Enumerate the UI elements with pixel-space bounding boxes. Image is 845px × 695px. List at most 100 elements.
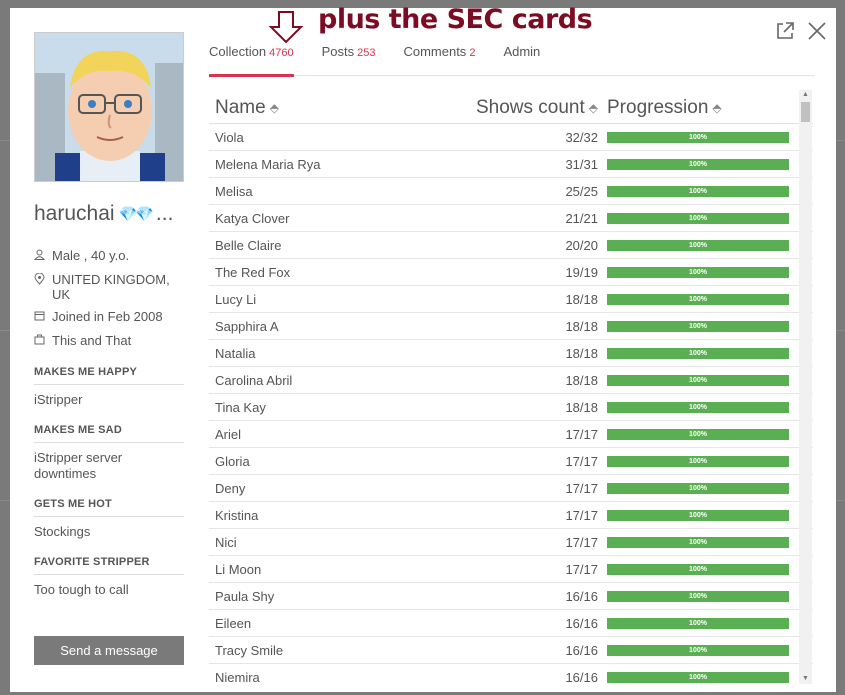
username-ellipsis: ...	[155, 202, 174, 225]
table-row[interactable]: Paula Shy 16/16 100%	[209, 583, 813, 610]
shows-count: 18/18	[565, 318, 598, 334]
model-name: Carolina Abril	[215, 372, 293, 388]
progress-bar: 100%	[607, 185, 789, 197]
model-name: Nici	[215, 534, 237, 550]
shows-count: 16/16	[565, 588, 598, 604]
tab-admin[interactable]: Admin	[503, 38, 540, 76]
scroll-thumb[interactable]	[801, 102, 810, 122]
column-header-label: Shows count	[475, 97, 585, 118]
column-header-shows[interactable]: Shows count ⬘	[464, 97, 598, 119]
progress-fill	[607, 131, 789, 143]
gets-me-hot-title: GETS ME HOT	[34, 498, 184, 517]
progression-cell: 100%	[598, 671, 790, 683]
scroll-up-icon[interactable]: ▲	[802, 91, 809, 98]
progress-label: 100%	[689, 592, 707, 600]
model-name: Paula Shy	[215, 588, 275, 604]
table-row[interactable]: Niemira 16/16 100%	[209, 664, 813, 684]
column-header-label: Name	[215, 97, 266, 118]
shows-count: 32/32	[565, 129, 598, 145]
table-row[interactable]: Deny 17/17 100%	[209, 475, 813, 502]
table-row[interactable]: Gloria 17/17 100%	[209, 448, 813, 475]
table-row[interactable]: Melena Maria Rya 31/31 100%	[209, 151, 813, 178]
table-row[interactable]: Kristina 17/17 100%	[209, 502, 813, 529]
tab-count: 253	[357, 47, 376, 59]
progress-bar: 100%	[607, 509, 789, 521]
table-row[interactable]: Nici 17/17 100%	[209, 529, 813, 556]
table-row[interactable]: Natalia 18/18 100%	[209, 340, 813, 367]
profile-modal: haruchai 💎💎 ... Male , 40 y.o. UNITED KI…	[10, 8, 836, 692]
progression-cell: 100%	[598, 509, 790, 521]
progression-cell: 100%	[598, 293, 790, 305]
progress-fill	[607, 482, 789, 494]
shows-count: 17/17	[565, 507, 598, 523]
progress-label: 100%	[689, 322, 707, 330]
progress-fill	[607, 644, 789, 656]
table-row[interactable]: Li Moon 17/17 100%	[209, 556, 813, 583]
table-row[interactable]: Carolina Abril 18/18 100%	[209, 367, 813, 394]
tab-collection[interactable]: Collection 4760	[209, 38, 294, 77]
table-row[interactable]: Eileen 16/16 100%	[209, 610, 813, 637]
model-name: Natalia	[215, 345, 256, 361]
table-row[interactable]: Lucy Li 18/18 100%	[209, 286, 813, 313]
shows-count: 18/18	[565, 291, 598, 307]
progression-cell: 100%	[598, 185, 790, 197]
tab-posts[interactable]: Posts 253	[322, 38, 376, 76]
shows-count: 25/25	[565, 183, 598, 199]
progress-bar: 100%	[607, 266, 789, 278]
progress-label: 100%	[689, 160, 707, 168]
open-external-icon[interactable]	[774, 20, 796, 42]
table-scrollbar[interactable]: ▲ ▼	[799, 90, 812, 684]
progress-label: 100%	[689, 214, 707, 222]
progression-cell: 100%	[598, 131, 790, 143]
progress-label: 100%	[689, 538, 707, 546]
progress-label: 100%	[689, 133, 707, 141]
model-name: Ariel	[215, 426, 242, 442]
progress-label: 100%	[689, 511, 707, 519]
occupation-row: This and That	[34, 333, 184, 350]
shows-count: 18/18	[565, 399, 598, 415]
favorite-stripper-title: FAVORITE STRIPPER	[34, 556, 184, 575]
modal-actions	[774, 20, 828, 42]
table-row[interactable]: Melisa 25/25 100%	[209, 178, 813, 205]
progress-bar: 100%	[607, 293, 789, 305]
close-icon[interactable]	[806, 20, 828, 42]
progress-label: 100%	[689, 187, 707, 195]
progress-label: 100%	[689, 619, 707, 627]
progression-cell: 100%	[598, 239, 790, 251]
progress-label: 100%	[689, 376, 707, 384]
scroll-down-icon[interactable]: ▼	[802, 675, 809, 682]
progress-bar: 100%	[607, 617, 789, 629]
progression-cell: 100%	[598, 347, 790, 359]
column-header-name[interactable]: Name ⬘	[209, 97, 464, 119]
progression-cell: 100%	[598, 536, 790, 548]
progression-cell: 100%	[598, 374, 790, 386]
table-row[interactable]: The Red Fox 19/19 100%	[209, 259, 813, 286]
username-text: haruchai	[34, 202, 115, 225]
model-name: Eileen	[215, 615, 252, 631]
makes-me-sad-value: iStripper server downtimes	[34, 450, 123, 481]
joined-text: Joined in Feb 2008	[52, 309, 163, 324]
table-row[interactable]: Belle Claire 20/20 100%	[209, 232, 813, 259]
table-row[interactable]: Tina Kay 18/18 100%	[209, 394, 813, 421]
progress-label: 100%	[689, 349, 707, 357]
table-row[interactable]: Viola 32/32 100%	[209, 124, 813, 151]
profile-tabs: Collection 4760 Posts 253 Comments 2 Admin	[209, 38, 815, 77]
progress-bar: 100%	[607, 131, 789, 143]
progress-fill	[607, 266, 789, 278]
progression-cell: 100%	[598, 158, 790, 170]
progress-bar: 100%	[607, 374, 789, 386]
table-row[interactable]: Sapphira A 18/18 100%	[209, 313, 813, 340]
table-row[interactable]: Tracy Smile 16/16 100%	[209, 637, 813, 664]
profile-sidebar: haruchai 💎💎 ... Male , 40 y.o. UNITED KI…	[33, 32, 184, 598]
makes-me-happy-value: iStripper	[34, 392, 83, 407]
shows-count: 20/20	[565, 237, 598, 253]
table-row[interactable]: Ariel 17/17 100%	[209, 421, 813, 448]
table-row[interactable]: Katya Clover 21/21 100%	[209, 205, 813, 232]
progression-cell: 100%	[598, 617, 790, 629]
column-header-progression[interactable]: Progression ⬘	[598, 97, 790, 119]
tab-comments[interactable]: Comments 2	[403, 38, 475, 76]
progression-cell: 100%	[598, 428, 790, 440]
briefcase-icon	[34, 333, 46, 350]
sort-icon: ⬘	[269, 101, 279, 115]
send-message-button[interactable]: Send a message	[34, 636, 184, 665]
